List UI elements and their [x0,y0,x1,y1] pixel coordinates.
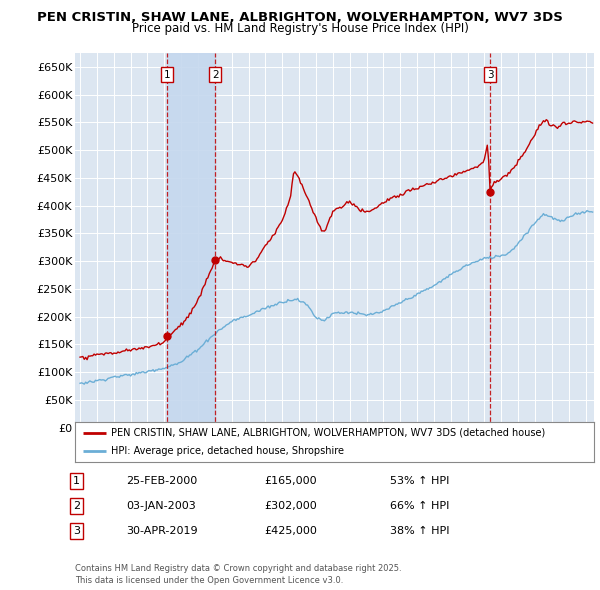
Text: 38% ↑ HPI: 38% ↑ HPI [390,526,449,536]
Text: 3: 3 [73,526,80,536]
Text: 3: 3 [487,70,493,80]
Text: £165,000: £165,000 [264,476,317,486]
Text: 25-FEB-2000: 25-FEB-2000 [126,476,197,486]
Text: HPI: Average price, detached house, Shropshire: HPI: Average price, detached house, Shro… [112,446,344,456]
Text: 2: 2 [73,501,80,511]
Text: PEN CRISTIN, SHAW LANE, ALBRIGHTON, WOLVERHAMPTON, WV7 3DS: PEN CRISTIN, SHAW LANE, ALBRIGHTON, WOLV… [37,11,563,24]
Text: 66% ↑ HPI: 66% ↑ HPI [390,501,449,511]
Text: 1: 1 [164,70,170,80]
Text: 53% ↑ HPI: 53% ↑ HPI [390,476,449,486]
Text: £302,000: £302,000 [264,501,317,511]
Text: Price paid vs. HM Land Registry's House Price Index (HPI): Price paid vs. HM Land Registry's House … [131,22,469,35]
Text: £425,000: £425,000 [264,526,317,536]
Text: 30-APR-2019: 30-APR-2019 [126,526,197,536]
Text: PEN CRISTIN, SHAW LANE, ALBRIGHTON, WOLVERHAMPTON, WV7 3DS (detached house): PEN CRISTIN, SHAW LANE, ALBRIGHTON, WOLV… [112,428,545,438]
Bar [167,53,215,428]
Text: 2: 2 [212,70,218,80]
Text: Contains HM Land Registry data © Crown copyright and database right 2025.
This d: Contains HM Land Registry data © Crown c… [75,565,401,585]
Text: 1: 1 [73,476,80,486]
Text: 03-JAN-2003: 03-JAN-2003 [126,501,196,511]
